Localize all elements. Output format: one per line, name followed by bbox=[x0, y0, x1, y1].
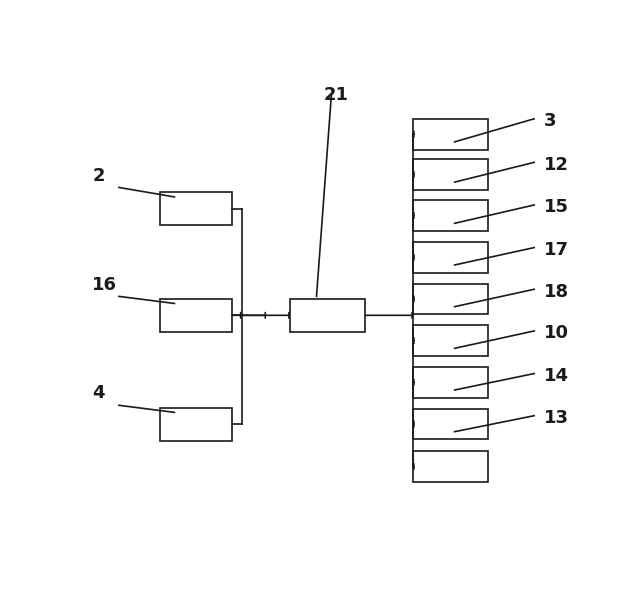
Text: 12: 12 bbox=[544, 156, 569, 173]
FancyBboxPatch shape bbox=[160, 408, 232, 441]
FancyBboxPatch shape bbox=[414, 451, 488, 482]
Text: 4: 4 bbox=[92, 384, 105, 402]
FancyBboxPatch shape bbox=[160, 299, 232, 332]
FancyBboxPatch shape bbox=[414, 200, 488, 231]
Text: 17: 17 bbox=[544, 241, 569, 259]
Text: 14: 14 bbox=[544, 367, 569, 385]
FancyBboxPatch shape bbox=[414, 408, 488, 439]
FancyBboxPatch shape bbox=[414, 119, 488, 149]
FancyBboxPatch shape bbox=[414, 325, 488, 356]
Text: 10: 10 bbox=[544, 324, 569, 343]
FancyBboxPatch shape bbox=[414, 284, 488, 314]
Text: 3: 3 bbox=[544, 112, 556, 130]
Text: 13: 13 bbox=[544, 409, 569, 427]
Text: 16: 16 bbox=[92, 276, 117, 293]
Text: 18: 18 bbox=[544, 283, 569, 301]
FancyBboxPatch shape bbox=[414, 242, 488, 272]
Text: 15: 15 bbox=[544, 199, 569, 216]
Text: 21: 21 bbox=[324, 85, 349, 104]
FancyBboxPatch shape bbox=[160, 192, 232, 225]
FancyBboxPatch shape bbox=[414, 367, 488, 398]
FancyBboxPatch shape bbox=[414, 159, 488, 190]
FancyBboxPatch shape bbox=[290, 299, 365, 332]
Text: 2: 2 bbox=[92, 167, 105, 184]
